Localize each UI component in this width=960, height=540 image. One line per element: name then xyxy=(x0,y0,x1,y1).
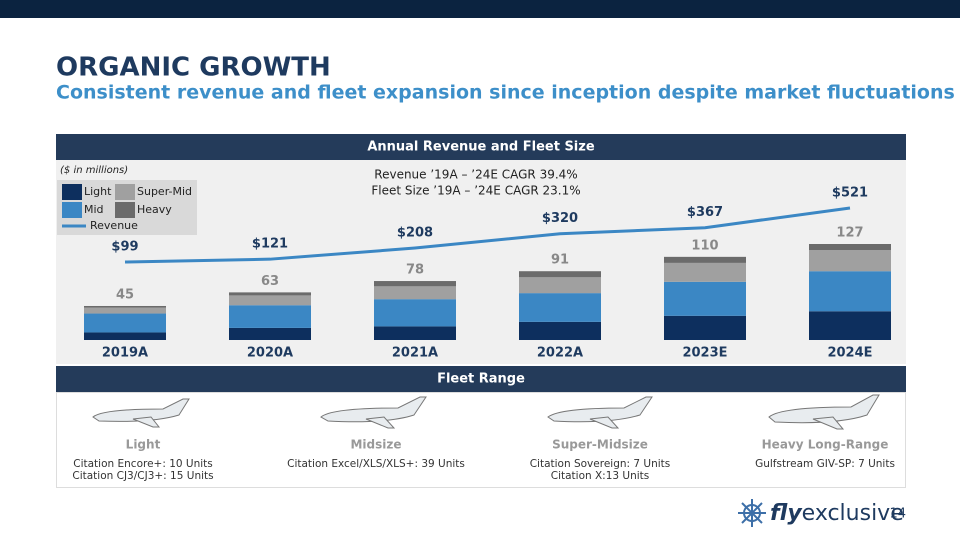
total-label: 78 xyxy=(406,263,424,278)
panel-title: Annual Revenue and Fleet Size xyxy=(367,140,595,155)
total-label: 110 xyxy=(691,238,718,253)
fleet-name: Super-Midsize xyxy=(552,438,648,452)
fleet-units: Citation X:13 Units xyxy=(551,470,650,482)
bar-segment xyxy=(519,277,601,294)
panel-header xyxy=(56,366,906,392)
legend-swatch xyxy=(115,184,135,200)
fleet-units: Citation CJ3/CJ3+: 15 Units xyxy=(72,470,213,482)
bar-segment xyxy=(519,321,601,340)
value-label: $121 xyxy=(252,237,288,252)
aircraft-icons xyxy=(92,394,880,430)
fleet-area xyxy=(56,392,906,488)
annotation: Revenue ’19A – ’24E CAGR 39.4% xyxy=(374,168,577,182)
fleet-name: Midsize xyxy=(350,438,401,452)
logo-prefix: fly xyxy=(770,501,803,526)
bar-segment xyxy=(664,281,746,316)
bar-segment xyxy=(374,286,456,300)
logo-mark xyxy=(738,499,766,527)
total-label: 45 xyxy=(116,287,134,302)
total-label: 127 xyxy=(836,226,863,241)
bar-segment xyxy=(664,256,746,263)
total-label: 91 xyxy=(551,253,569,268)
bar-segment xyxy=(809,311,891,340)
slide-subtitle: Consistent revenue and fleet expansion s… xyxy=(56,82,955,104)
bar-segment xyxy=(84,305,166,308)
bar-segment xyxy=(664,262,746,282)
bar-segment xyxy=(664,315,746,340)
fleet-units: Gulfstream GIV-SP: 7 Units xyxy=(755,458,895,470)
legend-label: Light xyxy=(84,185,112,198)
bar-segment xyxy=(229,305,311,328)
bar-segment xyxy=(84,332,166,340)
fleet-units: Citation Sovereign: 7 Units xyxy=(530,458,671,470)
bar-segment xyxy=(809,244,891,251)
bar-segment xyxy=(809,250,891,272)
fleet-name: Light xyxy=(126,438,161,452)
logo: flyexclusive xyxy=(770,501,904,526)
bar-segment xyxy=(374,299,456,327)
panel-title: Fleet Range xyxy=(437,372,525,387)
legend-swatch xyxy=(62,202,82,218)
value-label: $208 xyxy=(397,226,433,241)
total-label: 63 xyxy=(261,274,279,289)
page-number: 14 xyxy=(889,507,906,522)
bar-segment xyxy=(229,327,311,340)
value-label: $320 xyxy=(542,211,578,226)
unit-note: ($ in millions) xyxy=(60,165,128,176)
bar-segment xyxy=(229,292,311,296)
bar-segment xyxy=(84,307,166,314)
value-label: $367 xyxy=(687,205,723,220)
bar-segment xyxy=(229,295,311,306)
panel-header xyxy=(56,134,906,160)
bar-segment xyxy=(809,271,891,312)
value-label: $99 xyxy=(111,240,138,255)
legend-swatch xyxy=(62,184,82,200)
x-tick-label: 2019A xyxy=(102,346,148,361)
revenue-line xyxy=(124,206,851,264)
x-tick-label: 2020A xyxy=(247,346,293,361)
bar-segment xyxy=(84,313,166,333)
top-bar xyxy=(0,0,960,18)
legend-label: Revenue xyxy=(90,219,138,232)
bar-segment xyxy=(374,281,456,287)
bar-segment xyxy=(519,271,601,278)
x-tick-label: 2022A xyxy=(537,346,583,361)
annotation: Fleet Size ’19A – ’24E CAGR 23.1% xyxy=(371,184,580,198)
x-tick-label: 2021A xyxy=(392,346,438,361)
logo-suffix: exclusive xyxy=(802,501,904,526)
x-tick-label: 2024E xyxy=(827,346,872,361)
slide-title: ORGANIC GROWTH xyxy=(56,53,331,83)
fleet-name: Heavy Long-Range xyxy=(762,438,889,452)
value-label: $521 xyxy=(832,186,868,201)
legend-swatch xyxy=(115,202,135,218)
bar-segment xyxy=(519,293,601,322)
bar-segment xyxy=(374,326,456,340)
legend-label: Heavy xyxy=(137,203,172,216)
legend-label: Super-Mid xyxy=(137,185,192,198)
fleet-units: Citation Encore+: 10 Units xyxy=(73,458,213,470)
legend-label: Mid xyxy=(84,203,104,216)
x-tick-label: 2023E xyxy=(682,346,727,361)
fleet-units: Citation Excel/XLS/XLS+: 39 Units xyxy=(287,458,465,470)
